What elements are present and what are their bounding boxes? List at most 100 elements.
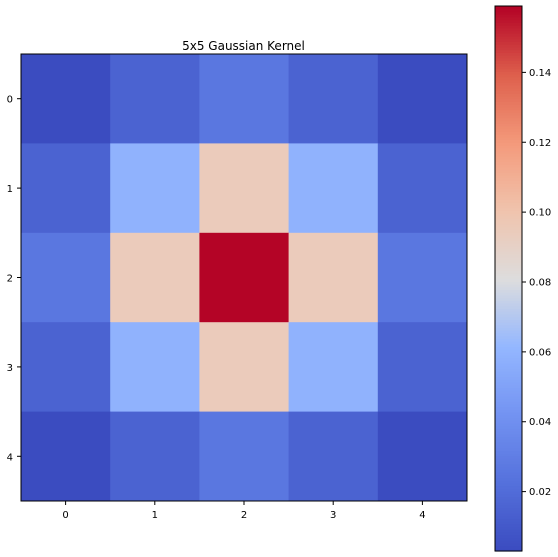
y-tick-label: 2 bbox=[7, 274, 13, 285]
colorbar: 0.02 0.04 0.06 0.08 0.10 0.12 0.14 bbox=[494, 5, 551, 552]
colorbar-segment bbox=[495, 281, 522, 285]
colorbar-segment bbox=[495, 33, 522, 37]
colorbar-segment bbox=[495, 303, 522, 307]
colorbar-segment bbox=[495, 52, 522, 56]
colorbar-segment bbox=[495, 95, 522, 100]
colorbar-segment bbox=[495, 125, 522, 130]
colorbar-segment bbox=[495, 537, 522, 541]
x-tick-label: 2 bbox=[241, 510, 247, 521]
colorbar-segment bbox=[495, 354, 522, 359]
colorbar-segment bbox=[495, 142, 522, 146]
heatmap-cells bbox=[21, 54, 468, 502]
colorbar-segment bbox=[495, 215, 522, 220]
colorbar-segment bbox=[495, 16, 522, 21]
colorbar-segment bbox=[495, 439, 522, 443]
colorbar-segment bbox=[495, 343, 522, 348]
colorbar-segment bbox=[495, 417, 522, 421]
colorbar-segment bbox=[495, 166, 522, 171]
colorbar-segment bbox=[495, 93, 522, 97]
colorbar-segment bbox=[495, 278, 522, 282]
colorbar-segment bbox=[495, 371, 522, 375]
colorbar-segment bbox=[495, 496, 522, 500]
heatmap-cell bbox=[377, 232, 468, 323]
colorbar-segment bbox=[495, 240, 522, 244]
colorbar-segment bbox=[495, 11, 522, 15]
colorbar-segment bbox=[495, 221, 522, 225]
colorbar-segment bbox=[495, 202, 522, 206]
colorbar-segment bbox=[495, 521, 522, 525]
heatmap-cell bbox=[288, 232, 379, 323]
colorbar-segment bbox=[495, 259, 522, 263]
colorbar-segment bbox=[495, 71, 522, 75]
heatmap-cell bbox=[199, 232, 290, 323]
colorbar-segment bbox=[495, 6, 522, 10]
colorbar-tick-label: 0.12 bbox=[529, 138, 551, 149]
colorbar-segment bbox=[495, 30, 522, 34]
colorbar-segment bbox=[495, 534, 522, 538]
heatmap-cell bbox=[377, 322, 468, 413]
colorbar-segment bbox=[495, 493, 522, 498]
colorbar-tick-label: 0.04 bbox=[529, 417, 551, 428]
y-tick-label: 0 bbox=[7, 95, 13, 106]
colorbar-segment bbox=[495, 153, 522, 157]
colorbar-segment bbox=[495, 199, 522, 203]
colorbar-frame bbox=[494, 5, 523, 552]
colorbar-segment bbox=[495, 27, 522, 32]
colorbar-segment bbox=[495, 273, 522, 277]
colorbar-segment bbox=[495, 232, 522, 236]
colorbar-segment bbox=[495, 90, 522, 94]
colorbar-segment bbox=[495, 357, 522, 361]
colorbar-segment bbox=[495, 283, 522, 288]
heatmap-cell bbox=[110, 411, 200, 502]
colorbar-segment bbox=[495, 174, 522, 179]
colorbar-tick-label: 0.14 bbox=[529, 68, 551, 79]
colorbar-segment bbox=[495, 229, 522, 233]
colorbar-segment bbox=[495, 286, 522, 290]
colorbar-segment bbox=[495, 382, 522, 386]
colorbar-segment bbox=[495, 368, 522, 372]
colorbar-segment bbox=[495, 275, 522, 280]
heatmap-cell bbox=[110, 54, 200, 144]
colorbar-segment bbox=[495, 461, 522, 465]
colorbar-segment bbox=[495, 395, 522, 399]
colorbar-segment bbox=[495, 98, 522, 102]
colorbar-segment bbox=[495, 25, 522, 29]
colorbar-segment bbox=[495, 109, 522, 113]
colorbar-segment bbox=[495, 120, 522, 124]
colorbar-segment bbox=[495, 253, 522, 258]
colorbar-segment bbox=[495, 463, 522, 468]
colorbar-segment bbox=[495, 22, 522, 26]
colorbar-segment bbox=[495, 488, 522, 492]
colorbar-segment bbox=[495, 87, 522, 92]
colorbar-segment bbox=[495, 379, 522, 383]
colorbar-segment bbox=[495, 384, 522, 389]
heatmap-cell bbox=[110, 322, 200, 413]
heatmap-cell bbox=[288, 322, 379, 413]
colorbar-segment bbox=[495, 185, 522, 190]
colorbar-segment bbox=[495, 491, 522, 495]
colorbar-segment bbox=[495, 60, 522, 64]
colorbar-segment bbox=[495, 117, 522, 122]
colorbar-segment bbox=[495, 305, 522, 310]
colorbar-segment bbox=[495, 104, 522, 108]
colorbar-segment bbox=[495, 134, 522, 138]
colorbar-segment bbox=[495, 297, 522, 301]
colorbar-segment bbox=[495, 264, 522, 269]
colorbar-segment bbox=[495, 180, 522, 184]
colorbar-segment bbox=[495, 139, 522, 143]
colorbar-segment bbox=[495, 452, 522, 457]
colorbar-segment bbox=[495, 313, 522, 318]
colorbar-segment bbox=[495, 540, 522, 544]
y-axis-ticks: 0 1 2 3 4 bbox=[7, 95, 21, 463]
colorbar-segment bbox=[495, 74, 522, 78]
colorbar-segment bbox=[495, 123, 522, 127]
colorbar-segment bbox=[495, 234, 522, 239]
colorbar-tick-label: 0.02 bbox=[529, 487, 551, 498]
colorbar-segment bbox=[495, 373, 522, 378]
colorbar-segment bbox=[495, 431, 522, 435]
colorbar-segment bbox=[495, 466, 522, 470]
colorbar-segment bbox=[495, 161, 522, 165]
colorbar-segment bbox=[495, 322, 522, 326]
colorbar-segment bbox=[495, 172, 522, 176]
y-tick-label: 3 bbox=[7, 363, 13, 374]
